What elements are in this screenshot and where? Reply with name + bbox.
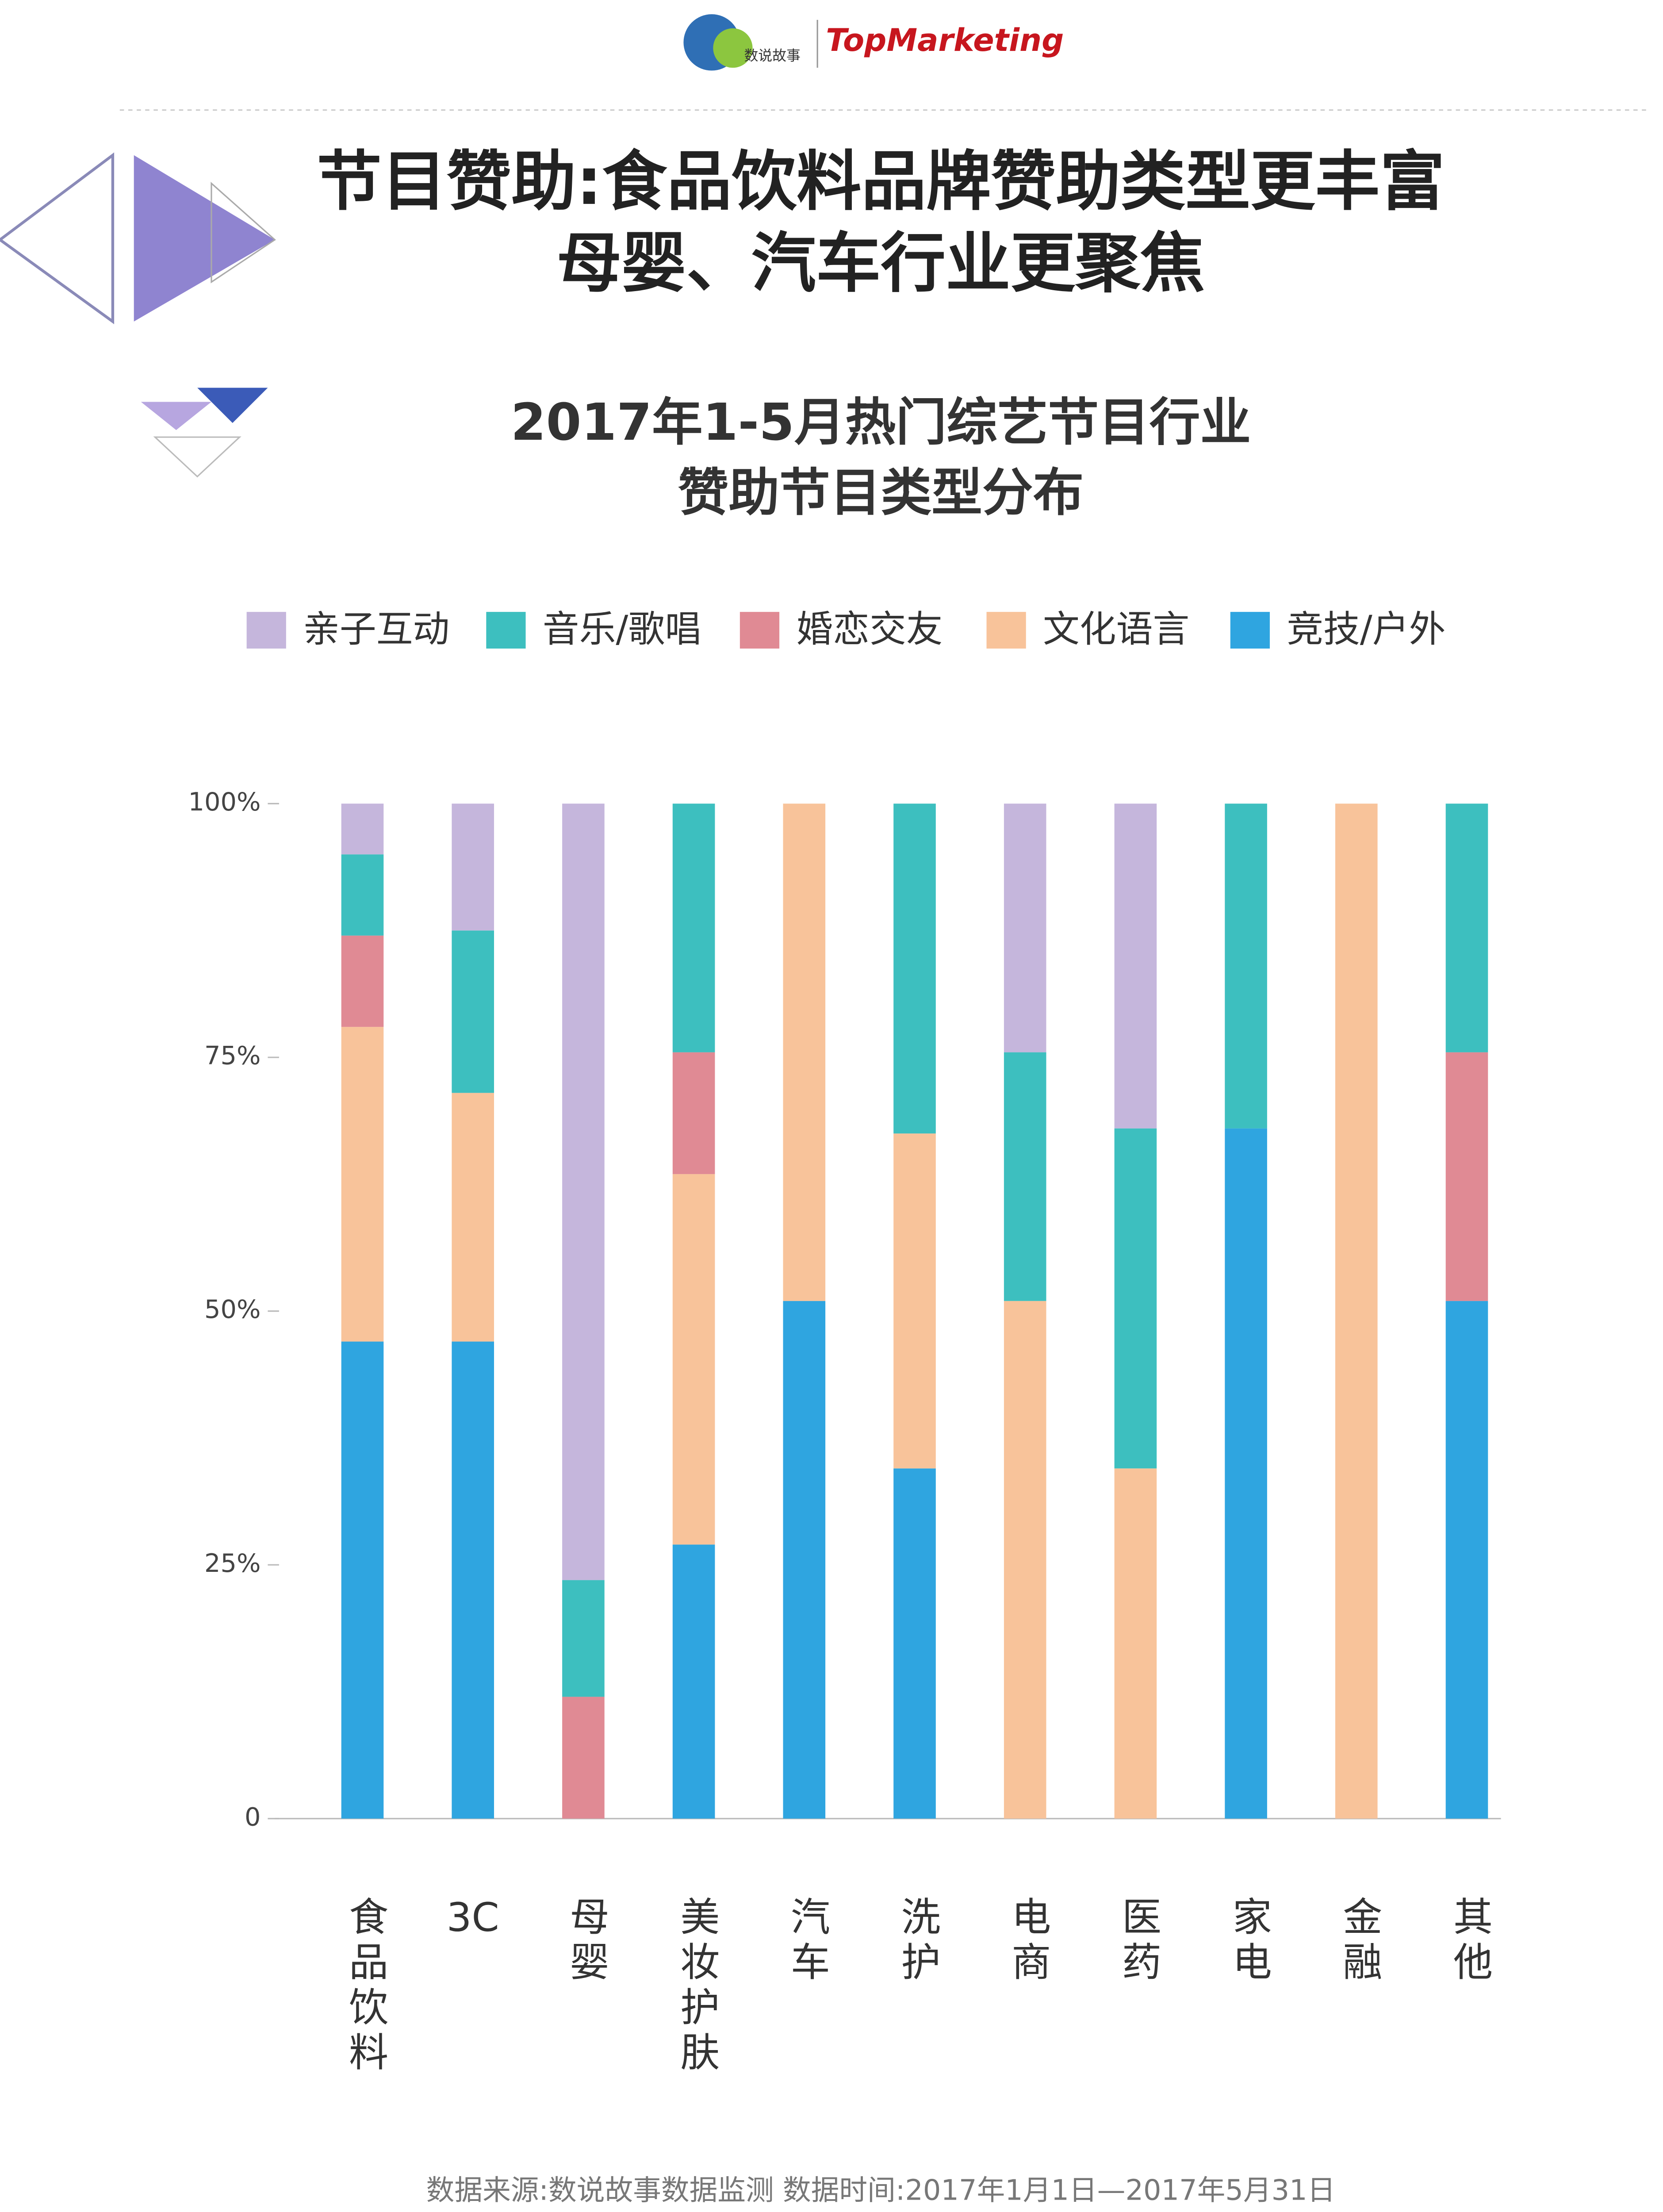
bar-segment bbox=[672, 803, 715, 1052]
logo-mark bbox=[713, 28, 753, 68]
x-tick-label: 美妆护肤 bbox=[673, 1896, 719, 2077]
x-tick-label: 洗护 bbox=[894, 1896, 940, 1986]
decoration bbox=[211, 181, 276, 284]
bar-segment bbox=[562, 1697, 605, 1819]
decoration bbox=[153, 436, 241, 478]
bar-segment bbox=[783, 1301, 826, 1819]
x-tick-label: 医药 bbox=[1115, 1896, 1161, 1986]
legend-swatch bbox=[246, 612, 286, 649]
decoration bbox=[141, 402, 211, 430]
bar-segment bbox=[1004, 1052, 1046, 1301]
legend-swatch bbox=[1230, 612, 1270, 649]
bar-segment bbox=[1445, 1052, 1488, 1301]
legend-label: 亲子互动 bbox=[303, 608, 449, 651]
legend-swatch bbox=[486, 612, 526, 649]
bar-segment bbox=[452, 930, 494, 1093]
y-tick-label: 0 bbox=[245, 1802, 261, 1832]
bar-segment bbox=[1445, 1301, 1488, 1819]
bar-segment bbox=[341, 1027, 384, 1342]
bar-segment bbox=[1004, 1301, 1046, 1819]
bar-segment bbox=[452, 1093, 494, 1342]
x-tick-label: 金融 bbox=[1336, 1896, 1382, 1986]
page-title: 母婴、汽车行业更聚焦 bbox=[557, 226, 1205, 301]
x-tick-label: 食品饮料 bbox=[342, 1896, 388, 2077]
bar-segment bbox=[672, 1052, 715, 1174]
bar-segment bbox=[1004, 803, 1046, 1052]
x-tick-label: 3C bbox=[447, 1895, 499, 1941]
bar-segment bbox=[341, 1341, 384, 1819]
y-tick-label: 25% bbox=[204, 1548, 261, 1578]
chart-title: 2017年1-5月热门综艺节目行业 bbox=[511, 393, 1251, 452]
bar-segment bbox=[341, 854, 384, 936]
bar-segment bbox=[783, 803, 826, 1301]
bar-segment bbox=[1225, 1128, 1267, 1819]
decoration bbox=[134, 155, 275, 322]
legend-label: 文化语言 bbox=[1043, 608, 1189, 651]
bar-segment bbox=[893, 803, 936, 1134]
y-tick-label: 100% bbox=[188, 787, 261, 817]
x-tick-label: 电商 bbox=[1004, 1896, 1050, 1986]
bar-segment bbox=[1225, 803, 1267, 1129]
bar-segment bbox=[1114, 1468, 1157, 1819]
legend-swatch bbox=[986, 612, 1026, 649]
page-title: 节目赞助:食品饮料品牌赞助类型更丰富 bbox=[317, 144, 1445, 219]
bar-segment bbox=[1114, 1128, 1157, 1469]
logo-text: 数说故事 bbox=[744, 47, 800, 64]
bar-segment bbox=[1335, 803, 1378, 1819]
bar-segment bbox=[341, 935, 384, 1027]
bar-segment bbox=[1114, 803, 1157, 1129]
bar-segment bbox=[562, 803, 605, 1580]
x-tick-label: 母婴 bbox=[563, 1896, 609, 1986]
y-tick-label: 50% bbox=[204, 1294, 261, 1324]
chart-title: 赞助节目类型分布 bbox=[678, 464, 1084, 522]
bar-segment bbox=[341, 803, 384, 855]
legend-label: 婚恋交友 bbox=[796, 608, 943, 651]
bar-segment bbox=[452, 803, 494, 931]
x-tick-label: 其他 bbox=[1446, 1896, 1492, 1986]
bar-segment bbox=[672, 1174, 715, 1545]
bar-segment bbox=[893, 1468, 936, 1819]
y-tick-label: 75% bbox=[204, 1041, 261, 1071]
bar-segment bbox=[672, 1544, 715, 1819]
legend-label: 竞技/户外 bbox=[1287, 608, 1445, 651]
x-tick-label: 汽车 bbox=[784, 1896, 830, 1986]
bar-segment bbox=[562, 1580, 605, 1697]
legend-swatch bbox=[740, 612, 780, 649]
bar-segment bbox=[452, 1341, 494, 1819]
source-note: 数据来源:数说故事数据监测 数据时间:2017年1月1日—2017年5月31日 bbox=[426, 2174, 1336, 2207]
bar-segment bbox=[893, 1133, 936, 1469]
x-tick-label: 家电 bbox=[1226, 1896, 1272, 1986]
decoration bbox=[0, 152, 115, 324]
bar-segment bbox=[1445, 803, 1488, 1052]
decoration bbox=[197, 388, 268, 423]
logo-text: TopMarketing bbox=[826, 22, 1064, 58]
legend-label: 音乐/歌唱 bbox=[543, 608, 701, 651]
